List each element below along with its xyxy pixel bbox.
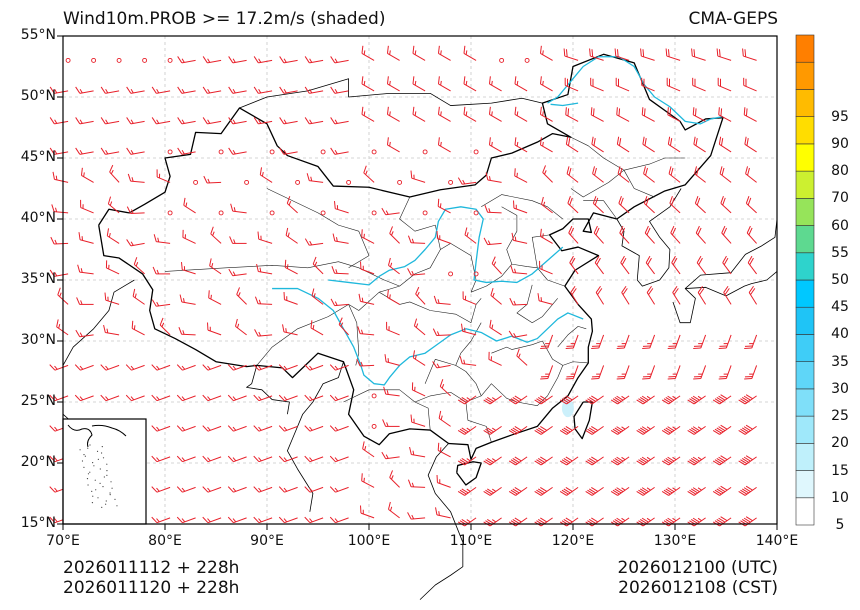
x-tick-label: 140°E [755,533,799,549]
y-tick-label: 15°N [20,515,56,531]
map-borders [62,53,778,600]
y-tick-label: 50°N [20,88,56,104]
y-tick-label: 25°N [20,393,56,409]
axis-ticks [57,35,778,530]
colorbar-tick-label: 45 [831,299,849,316]
colorbar-tick-label: 60 [831,217,849,234]
colorbar [795,34,815,526]
chart-title: Wind10m.PROB >= 17.2m/s (shaded) [63,9,386,29]
y-tick-label: 45°N [20,149,56,165]
x-tick-label: 90°E [250,533,284,549]
model-name: CMA-GEPS [688,9,778,29]
colorbar-tick-label: 70 [831,190,849,207]
colorbar-tick-label: 30 [831,380,849,397]
colorbar-tick-label: 25 [831,408,849,425]
colorbar-tick-label: 10 [831,489,849,506]
init-time-cst: 2026011120 + 228h [63,578,240,598]
colorbar-tick-label: 55 [831,244,849,261]
colorbar-tick-label: 15 [831,462,849,479]
y-tick-label: 40°N [20,210,56,226]
y-tick-label: 35°N [20,271,56,287]
colorbar-tick-label: 95 [831,108,849,125]
gridlines [63,36,777,524]
colorbar-tick-label: 20 [831,435,849,452]
x-tick-label: 120°E [551,533,595,549]
colorbar-tick-label: 90 [831,135,849,152]
init-time-utc: 2026011112 + 228h [63,558,240,578]
colorbar-tick-label: 40 [831,326,849,343]
rivers [272,56,724,386]
x-tick-label: 100°E [347,533,391,549]
x-tick-label: 130°E [653,533,697,549]
valid-time-cst: 2026012108 (CST) [618,578,778,598]
south-china-sea-inset [62,418,147,525]
colorbar-tick-label: 35 [831,353,849,370]
colorbar-tick-label: 5 [835,517,845,533]
valid-time-block: 2026012100 (UTC) 2026012108 (CST) [617,558,778,598]
x-tick-label: 110°E [449,533,493,549]
init-time-block: 2026011112 + 228h 2026011120 + 228h [63,558,239,598]
x-tick-label: 80°E [148,533,182,549]
colorbar-tick-label: 50 [831,272,849,288]
probability-shading [561,399,574,418]
wind-barbs [49,45,758,527]
y-tick-label: 20°N [20,454,56,470]
y-tick-label: 30°N [20,332,56,348]
x-tick-label: 70°E [46,533,80,549]
y-tick-label: 55°N [20,27,56,43]
colorbar-tick-label: 80 [831,163,849,180]
valid-time-utc: 2026012100 (UTC) [617,558,778,578]
